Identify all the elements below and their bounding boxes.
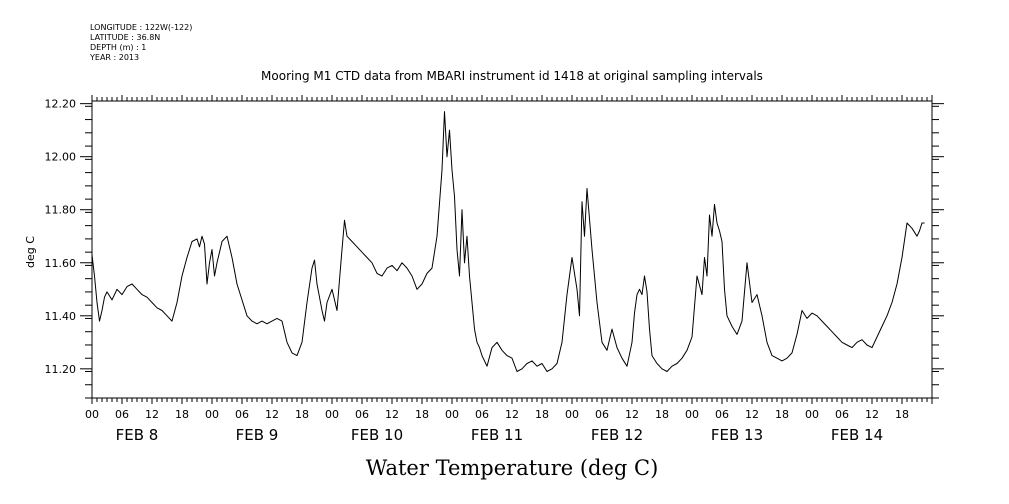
series-line-water-temperature [91, 111, 925, 372]
x-day-label: FEB 12 [591, 426, 643, 444]
plot-frame [91, 100, 933, 399]
meta-depth: DEPTH (m) : 1 [90, 43, 146, 52]
x-day-label: FEB 10 [351, 426, 403, 444]
x-hour-label: 06 [115, 408, 129, 421]
x-hour-label: 18 [655, 408, 669, 421]
x-day-label: FEB 9 [236, 426, 279, 444]
x-hour-label: 12 [385, 408, 399, 421]
chart-title: Mooring M1 CTD data from MBARI instrumen… [261, 69, 763, 83]
x-day-label: FEB 14 [831, 426, 883, 444]
meta-year: YEAR : 2013 [89, 53, 139, 62]
x-hour-label: 00 [445, 408, 459, 421]
x-hour-label: 18 [295, 408, 309, 421]
meta-longitude: LONGITUDE : 122W(-122) [90, 23, 192, 32]
y-tick-label: 11.80 [45, 204, 77, 217]
x-hour-label: 00 [205, 408, 219, 421]
x-axis-title: Water Temperature (deg C) [366, 456, 659, 480]
x-hour-label: 18 [175, 408, 189, 421]
meta-latitude: LATITUDE : 36.8N [90, 33, 160, 42]
x-day-label: FEB 11 [471, 426, 523, 444]
y-tick-label: 11.20 [45, 363, 77, 376]
x-hour-label: 06 [715, 408, 729, 421]
axes: 11.20 11.40 11.60 11.80 12.00 12.20 00 06 12 18 00… [45, 95, 944, 444]
y-tick-label: 12.20 [45, 98, 77, 111]
y-tick-label: 11.60 [45, 257, 77, 270]
x-day-label: FEB 13 [711, 426, 763, 444]
x-hour-label: 12 [265, 408, 279, 421]
y-axis-label: deg C [24, 236, 37, 268]
meta-block: LONGITUDE : 122W(-122) LATITUDE : 36.8N … [89, 23, 192, 62]
x-hour-label: 12 [505, 408, 519, 421]
y-tick-label: 12.00 [45, 151, 77, 164]
x-hour-label: 00 [565, 408, 579, 421]
series-layer [91, 111, 925, 372]
x-hour-label: 18 [415, 408, 429, 421]
x-hour-label: 00 [85, 408, 99, 421]
x-hour-label: 00 [325, 408, 339, 421]
x-hour-label: 06 [835, 408, 849, 421]
x-hour-label: 06 [355, 408, 369, 421]
x-hour-label: 18 [535, 408, 549, 421]
x-hour-label: 12 [745, 408, 759, 421]
x-hour-label: 00 [805, 408, 819, 421]
x-hour-label: 06 [235, 408, 249, 421]
x-day-label: FEB 8 [116, 426, 159, 444]
x-hour-label: 06 [475, 408, 489, 421]
y-tick-label: 11.40 [45, 310, 77, 323]
x-hour-label: 06 [595, 408, 609, 421]
x-hour-label: 12 [625, 408, 639, 421]
x-hour-label: 18 [895, 408, 909, 421]
x-hour-label: 00 [685, 408, 699, 421]
x-hour-label: 12 [865, 408, 879, 421]
x-hour-label: 18 [775, 408, 789, 421]
x-hour-label: 12 [145, 408, 159, 421]
